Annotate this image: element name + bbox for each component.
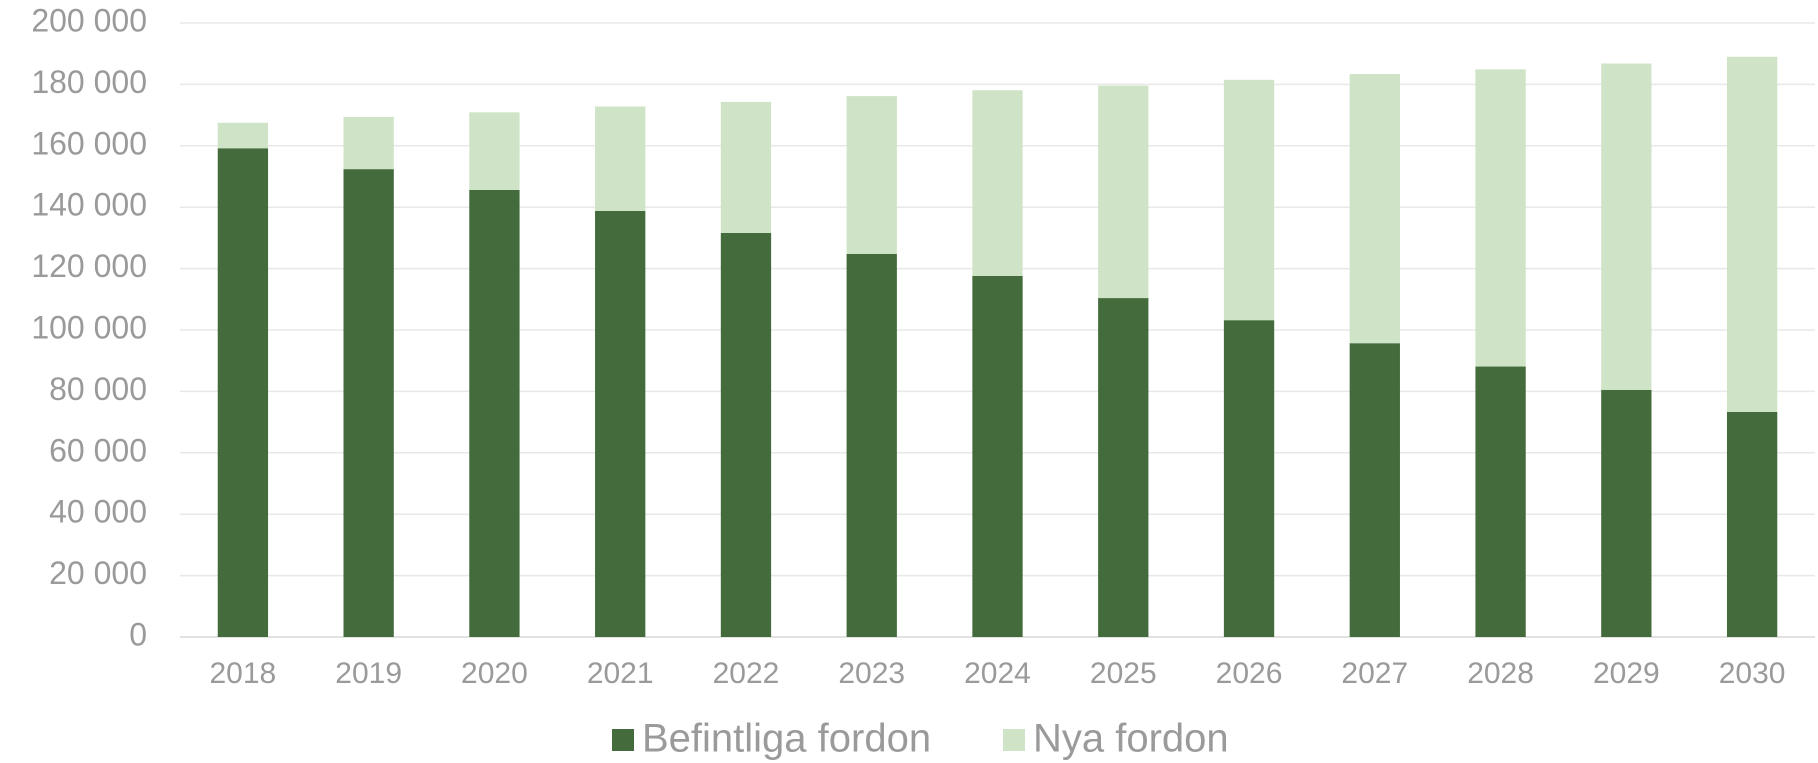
- x-tick-label: 2021: [587, 657, 654, 690]
- bar-segment: [1223, 79, 1275, 321]
- legend-swatch: [612, 729, 634, 751]
- y-tick-label: 60 000: [49, 432, 147, 468]
- x-tick-label: 2022: [713, 657, 780, 690]
- y-tick-label: 140 000: [31, 187, 147, 223]
- bar-segment: [217, 122, 269, 149]
- y-tick-label: 20 000: [49, 555, 147, 591]
- bar-segment: [469, 190, 520, 637]
- y-tick-label: 160 000: [31, 125, 147, 161]
- y-tick-label: 180 000: [31, 64, 147, 100]
- x-tick-label: 2028: [1467, 657, 1534, 690]
- y-tick-label: 200 000: [31, 2, 147, 38]
- x-tick-label: 2019: [335, 657, 402, 690]
- x-tick-label: 2027: [1341, 657, 1408, 690]
- bar-segment: [720, 101, 772, 233]
- x-tick-label: 2029: [1593, 657, 1660, 690]
- x-tick-label: 2024: [964, 657, 1031, 690]
- bar-segment: [469, 112, 520, 191]
- bar-segment: [1349, 73, 1400, 344]
- x-tick-label: 2020: [461, 657, 528, 690]
- x-tick-label: 2026: [1216, 657, 1283, 690]
- legend-label: Nya fordon: [1033, 717, 1229, 761]
- bar-segment: [343, 169, 394, 637]
- x-tick-label: 2030: [1719, 657, 1786, 690]
- bar-segment: [1098, 85, 1149, 299]
- x-tick-label: 2023: [838, 657, 905, 690]
- bar-segment: [595, 210, 646, 637]
- bar-segment: [343, 116, 394, 170]
- bar-segment: [1098, 298, 1149, 637]
- bar-segment: [972, 90, 1023, 276]
- bar-segment: [1601, 389, 1652, 637]
- y-tick-label: 100 000: [31, 309, 147, 345]
- bar-segment: [1349, 343, 1400, 637]
- bar-segment: [1726, 411, 1778, 637]
- bar-segment: [595, 106, 646, 211]
- bar-segment: [217, 148, 269, 638]
- bar-segment: [1475, 366, 1526, 637]
- bar-segment: [1601, 63, 1652, 390]
- legend-swatch: [1003, 729, 1025, 751]
- bar-segment: [720, 232, 772, 637]
- bar-segment: [846, 253, 897, 637]
- bar-segment: [1223, 320, 1275, 637]
- bar-segment: [972, 275, 1023, 637]
- bar-segment: [1726, 56, 1778, 412]
- bar-segment: [846, 96, 897, 254]
- y-tick-label: 40 000: [49, 494, 147, 530]
- y-tick-label: 0: [129, 616, 147, 652]
- x-tick-label: 2025: [1090, 657, 1157, 690]
- y-tick-label: 120 000: [31, 248, 147, 284]
- bar-segment: [1475, 69, 1526, 367]
- legend-label: Befintliga fordon: [642, 717, 931, 761]
- y-tick-label: 80 000: [49, 371, 147, 407]
- x-tick-label: 2018: [210, 657, 277, 690]
